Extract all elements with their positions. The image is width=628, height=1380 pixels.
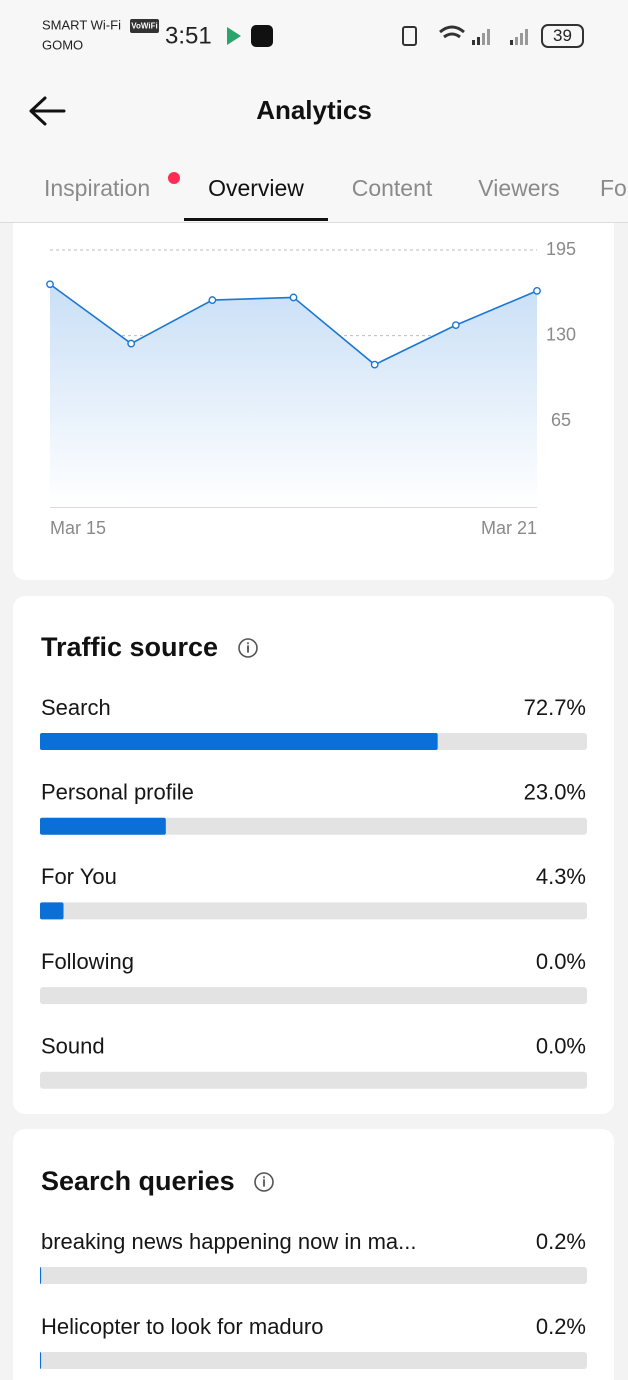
signal bbox=[510, 40, 513, 45]
search-card bbox=[13, 1129, 614, 1380]
item-label: Sound bbox=[41, 1034, 105, 1059]
point bbox=[127, 339, 136, 348]
notification-dot bbox=[168, 172, 180, 184]
tab[interactable]: Overview bbox=[208, 175, 304, 201]
battery bbox=[541, 24, 584, 48]
area bbox=[50, 284, 537, 507]
tab[interactable]: Inspiration bbox=[44, 175, 150, 201]
progress-track bbox=[40, 1267, 587, 1284]
item-value: 72.7% bbox=[524, 695, 586, 720]
y-tick-label: 195 bbox=[546, 239, 576, 259]
lists: Traffic source Search queries Search 72.7… bbox=[40, 632, 587, 1369]
battery-level: 39 bbox=[553, 26, 572, 45]
signal bbox=[520, 33, 523, 45]
point bbox=[533, 286, 541, 295]
point bbox=[451, 321, 460, 330]
item-value: 4.3% bbox=[536, 864, 586, 889]
signal bbox=[525, 29, 528, 45]
progress-bar bbox=[40, 1267, 42, 1284]
signal bbox=[515, 37, 518, 45]
tab[interactable]: Viewers bbox=[478, 175, 559, 201]
progress-track bbox=[40, 987, 587, 1005]
tiktok-icon bbox=[251, 25, 273, 47]
top-bar: SMART Wi-Fi VoWiFi GOMO 3:51 39 Analytic… bbox=[29, 17, 627, 221]
item-label: Search bbox=[41, 695, 111, 720]
carrier: SMART Wi-Fi bbox=[42, 17, 121, 32]
wifi-badge: VoWiFi bbox=[131, 22, 157, 31]
item-label: Following bbox=[41, 949, 134, 974]
item-value: 0.0% bbox=[536, 949, 586, 974]
item-value: 0.0% bbox=[536, 1034, 586, 1059]
point bbox=[46, 280, 54, 289]
info-icon[interactable] bbox=[254, 1172, 274, 1192]
x-tick-label: Mar 15 bbox=[50, 518, 106, 538]
progress-bar bbox=[40, 1352, 42, 1369]
line-chart: 65 130 195 Mar 15 Mar 21 bbox=[46, 239, 576, 538]
page-title: Analytics bbox=[256, 95, 372, 125]
item-value: 0.2% bbox=[536, 1314, 586, 1339]
info-icon[interactable] bbox=[238, 638, 258, 658]
item-label: For You bbox=[41, 864, 117, 889]
point bbox=[208, 296, 217, 304]
y-tick-label: 65 bbox=[551, 410, 571, 430]
progress-bar bbox=[40, 902, 64, 920]
tab-underline bbox=[184, 218, 328, 221]
clock: 3:51 bbox=[165, 22, 212, 49]
wifi-badge-bg bbox=[130, 19, 159, 33]
section-title: Search queries bbox=[41, 1166, 235, 1196]
back-button[interactable] bbox=[29, 96, 66, 126]
point bbox=[289, 293, 298, 302]
tab[interactable]: Fo bbox=[600, 175, 627, 201]
top-bar-bg bbox=[0, 0, 628, 222]
item-label: breaking news happening now in ma... bbox=[41, 1229, 416, 1254]
signal bbox=[482, 33, 485, 45]
y-tick-label: 130 bbox=[546, 324, 576, 344]
progress-bar bbox=[40, 733, 438, 750]
signal bbox=[472, 40, 475, 45]
point bbox=[370, 360, 379, 369]
traffic-card bbox=[13, 596, 614, 1114]
tab[interactable]: Content bbox=[352, 175, 433, 201]
signal bbox=[487, 29, 490, 45]
item-value: 23.0% bbox=[524, 780, 586, 805]
item-label: Personal profile bbox=[41, 780, 194, 805]
item-label: Helicopter to look for maduro bbox=[41, 1314, 323, 1339]
progress-track bbox=[40, 1071, 587, 1089]
x-tick-label: Mar 21 bbox=[481, 518, 537, 538]
play-icon bbox=[227, 27, 241, 45]
wifi-icon bbox=[439, 25, 465, 39]
vibrate-icon bbox=[402, 26, 417, 46]
progress-track bbox=[40, 902, 587, 920]
progress-track bbox=[40, 817, 587, 835]
progress-track bbox=[40, 1352, 587, 1369]
carrier-2: GOMO bbox=[42, 37, 83, 52]
section-title: Traffic source bbox=[41, 632, 218, 662]
progress-bar bbox=[40, 817, 166, 835]
item-value: 0.2% bbox=[536, 1229, 586, 1254]
signal bbox=[477, 37, 480, 45]
